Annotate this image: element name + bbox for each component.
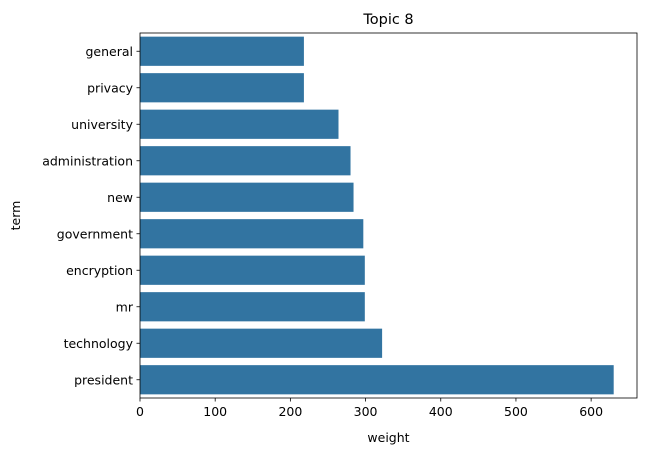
plot-frame — [139, 32, 638, 399]
y-tick-label: government — [57, 226, 133, 241]
y-tick-label: technology — [64, 336, 134, 351]
x-tick-label: 600 — [579, 404, 603, 419]
x-tick-label: 300 — [354, 404, 378, 419]
bar-president — [140, 365, 614, 395]
y-tick-label: mr — [116, 299, 134, 314]
bar-encryption — [140, 255, 365, 285]
bar-new — [140, 182, 354, 212]
x-tick-label: 500 — [504, 404, 528, 419]
y-tick-label: president — [74, 372, 133, 387]
x-tick-label: 100 — [203, 404, 227, 419]
bar-administration — [140, 146, 351, 176]
x-axis-label: weight — [367, 430, 409, 445]
bar-government — [140, 219, 364, 249]
chart-title: Topic 8 — [362, 12, 413, 28]
y-tick-label: university — [71, 117, 133, 132]
y-axis: general privacy university administration ne… — [42, 44, 140, 387]
bar-mr — [140, 292, 365, 322]
y-tick-label: encryption — [66, 263, 133, 278]
x-tick-label: 0 — [136, 404, 144, 419]
bar-technology — [140, 328, 383, 358]
x-tick-label: 200 — [278, 404, 302, 419]
bar-general — [140, 36, 304, 66]
x-tick-label: 400 — [429, 404, 453, 419]
y-tick-label: privacy — [87, 80, 133, 95]
y-tick-label: general — [85, 44, 133, 59]
y-tick-label: new — [107, 190, 133, 205]
bar-university — [140, 109, 339, 139]
bars-group — [140, 36, 614, 395]
y-tick-label: administration — [42, 153, 133, 168]
y-axis-label: term — [8, 201, 23, 231]
bar-privacy — [140, 73, 304, 103]
x-axis: 0 100 200 300 400 500 600 — [136, 398, 603, 419]
